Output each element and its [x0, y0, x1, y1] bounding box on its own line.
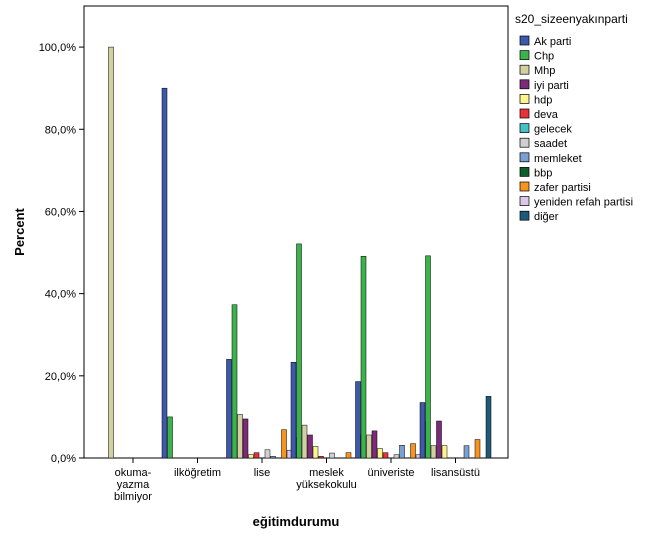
bar	[242, 418, 249, 459]
bar	[366, 434, 372, 459]
bar	[226, 359, 232, 459]
bar	[463, 445, 470, 459]
bar	[264, 449, 271, 459]
bar	[281, 429, 287, 459]
bar	[301, 424, 308, 459]
bar	[410, 443, 416, 459]
bar	[360, 255, 367, 459]
legend-label: saadet	[534, 138, 567, 150]
y-axis-ticks: 0,0% 20,0% 40,0% 60,0% 80,0% 100,0%	[39, 42, 84, 465]
y-tick-label: 100,0%	[39, 42, 77, 54]
legend-swatch	[519, 137, 530, 148]
bar	[441, 445, 448, 459]
legend-swatch	[519, 94, 530, 104]
x-axis-title: eğitimdurumu	[253, 514, 340, 529]
legend-label: diğer	[534, 211, 559, 223]
bar	[248, 454, 254, 459]
bar	[296, 243, 302, 459]
bar	[399, 445, 405, 459]
x-tick-label: yüksekokulu	[296, 479, 357, 491]
legend: Ak parti Chp Mhp iyi parti hdp deva gelecek saa…	[519, 35, 633, 223]
legend-swatch	[519, 79, 530, 90]
x-tick-label: bilmiyor	[114, 491, 152, 503]
bar	[167, 416, 173, 459]
bars	[108, 46, 492, 459]
legend-label: Chp	[534, 51, 554, 63]
x-tick-label: okuma-	[115, 467, 152, 479]
bar	[419, 402, 426, 459]
x-tick-label: lise	[254, 467, 271, 479]
bar	[253, 452, 260, 459]
bar	[425, 255, 431, 459]
bar	[318, 456, 324, 459]
bar	[237, 414, 243, 459]
bar	[355, 381, 361, 459]
bar	[108, 46, 114, 459]
bar	[312, 446, 319, 459]
legend-label: deva	[534, 109, 559, 121]
bar	[270, 456, 276, 459]
y-tick-label: 0,0%	[51, 453, 76, 465]
legend-swatch	[519, 123, 530, 133]
legend-label: Mhp	[534, 65, 555, 77]
legend-label: iyi parti	[534, 80, 569, 92]
legend-swatch	[519, 108, 530, 119]
legend-label: gelecek	[534, 124, 572, 136]
legend-swatch	[519, 35, 530, 46]
bar	[307, 434, 313, 459]
legend-swatch	[519, 50, 530, 60]
legend-title: s20_sizeenyakınparti	[515, 12, 628, 26]
x-tick-label: üniveriste	[367, 467, 414, 479]
legend-swatch	[519, 64, 530, 75]
legend-swatch	[519, 152, 530, 163]
bar	[393, 454, 400, 459]
legend-label: zafer partisi	[534, 182, 591, 194]
x-tick-label: meslek	[309, 467, 344, 479]
bar	[290, 362, 297, 459]
legend-label: memleket	[534, 153, 582, 165]
y-tick-label: 80,0%	[45, 124, 76, 136]
legend-swatch	[519, 196, 530, 206]
bar	[430, 445, 437, 459]
y-tick-label: 60,0%	[45, 206, 76, 218]
bar	[436, 420, 442, 459]
y-tick-label: 40,0%	[45, 289, 76, 301]
legend-swatch	[519, 181, 530, 192]
y-tick-label: 20,0%	[45, 371, 76, 383]
bar	[345, 452, 352, 459]
legend-swatch	[519, 210, 530, 221]
bar	[474, 439, 481, 459]
x-tick-label: lisansüstü	[431, 467, 480, 479]
legend-label: hdp	[534, 94, 552, 106]
bar	[329, 452, 335, 459]
x-tick-label: yazma	[117, 479, 150, 491]
bar	[382, 452, 389, 459]
legend-label: bbp	[534, 167, 552, 179]
bar	[485, 396, 492, 459]
bar	[371, 430, 378, 459]
legend-label: yeniden refah partisi	[534, 197, 633, 209]
x-tick-label: ilköğretim	[174, 467, 221, 479]
legend-label: Ak parti	[534, 36, 571, 48]
bar	[377, 448, 383, 459]
bar	[231, 304, 238, 459]
legend-swatch	[519, 167, 530, 177]
y-axis-title: Percent	[12, 207, 27, 255]
bar	[161, 87, 168, 459]
